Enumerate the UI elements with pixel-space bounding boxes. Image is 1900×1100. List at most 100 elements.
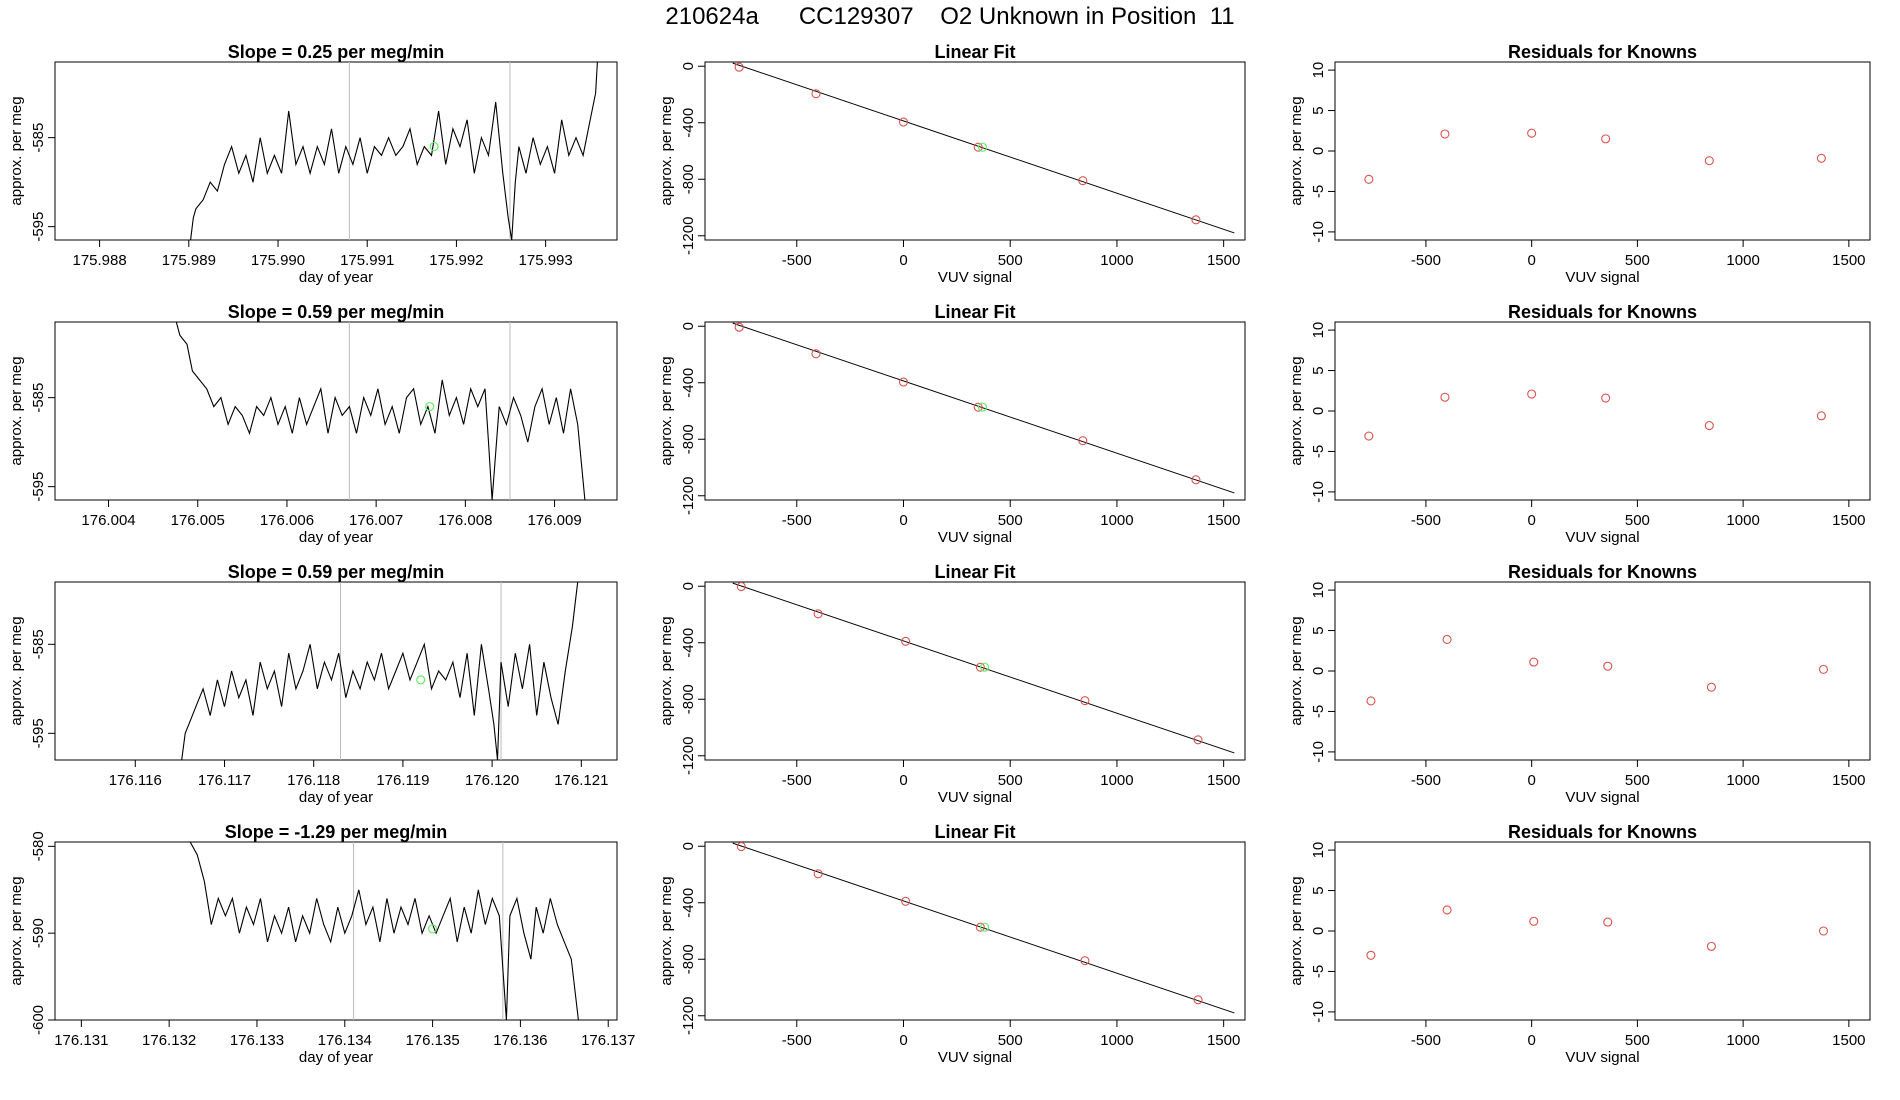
- timeseries-3-plot-area: [181, 582, 579, 760]
- unknown-sample-point: [977, 142, 988, 152]
- x-tick-label: 1500: [1832, 512, 1865, 529]
- known-standard-point: [1191, 215, 1201, 225]
- series-line: [55, 62, 598, 240]
- unknown-sample-point: [977, 402, 988, 412]
- fit-1-ylabel: approx. per meg: [658, 96, 675, 205]
- y-tick-label: -595: [30, 472, 47, 502]
- residual-point: [1601, 134, 1611, 144]
- fit-4-ylabel: approx. per meg: [658, 876, 675, 985]
- timeseries-4-panel: Slope = -1.29 per meg/min 176.131 176.132 1…: [8, 822, 635, 1066]
- residual-point: [1529, 657, 1539, 667]
- residuals-2-ylabel: approx. per meg: [1288, 356, 1305, 465]
- x-tick-label: 176.117: [198, 772, 251, 789]
- x-tick-label: 500: [1625, 252, 1650, 269]
- figure-title: 210624a CC129307 O2 Unknown in Position …: [665, 3, 1235, 30]
- y-tick-label: 0: [1310, 147, 1327, 155]
- timeseries-1-plot-area: [55, 62, 598, 240]
- residual-point: [1442, 634, 1452, 644]
- x-tick-label: 1000: [1100, 252, 1133, 269]
- residual-point: [1366, 696, 1376, 706]
- residuals-1-frame: [1334, 61, 1871, 241]
- known-standard-point: [898, 377, 909, 387]
- x-tick-label: 176.121: [554, 772, 608, 789]
- timeseries-1-frame: [54, 61, 618, 241]
- residual-point: [1364, 431, 1374, 441]
- x-tick-label: 175.993: [519, 252, 573, 269]
- y-tick-label: -595: [30, 718, 47, 748]
- y-tick-label: -10: [1310, 221, 1327, 243]
- x-tick-label: 176.005: [171, 512, 225, 529]
- series-line: [189, 842, 579, 1020]
- fit-2-frame: [704, 321, 1246, 501]
- residuals-4-frame: [1334, 841, 1871, 1021]
- fit-1-frame: [704, 61, 1246, 241]
- residuals-4-plot-area: [1366, 905, 1829, 960]
- y-tick-label: 0: [680, 582, 697, 590]
- x-tick-label: 0: [1527, 772, 1535, 789]
- timeseries-3-frame: [54, 581, 618, 761]
- x-tick-label: -500: [782, 1032, 812, 1049]
- timeseries-3-title: Slope = 0.59 per meg/min: [228, 562, 445, 582]
- x-tick-label: 176.007: [349, 512, 403, 529]
- residual-point: [1440, 129, 1450, 139]
- fit-line: [732, 842, 1235, 1014]
- x-tick-label: 176.006: [260, 512, 314, 529]
- unknown-marker-point: [425, 401, 435, 412]
- y-tick-label: -1200: [680, 737, 697, 775]
- x-tick-label: 176.135: [405, 1032, 459, 1049]
- x-tick-label: 176.004: [81, 512, 135, 529]
- x-tick-label: 500: [998, 512, 1023, 529]
- residual-point: [1818, 664, 1829, 674]
- known-standard-point: [1193, 995, 1203, 1005]
- x-tick-label: 176.009: [527, 512, 581, 529]
- x-tick-label: 1500: [1832, 252, 1865, 269]
- timeseries-4-ylabel: approx. per meg: [8, 876, 25, 985]
- known-standard-point: [811, 89, 821, 99]
- timeseries-2-frame: [54, 321, 618, 501]
- x-tick-label: 500: [998, 772, 1023, 789]
- known-standard-point: [901, 896, 911, 906]
- fit-3-panel: Linear Fit -500 0 500 1000 1500 VUV signal 0 -40…: [658, 562, 1246, 806]
- residuals-2-plot-area: [1364, 389, 1826, 441]
- y-tick-label: -585: [30, 123, 47, 153]
- timeseries-3-xlabel: day of year: [299, 789, 373, 806]
- x-tick-label: 176.131: [54, 1032, 108, 1049]
- x-tick-label: 0: [899, 512, 907, 529]
- known-standard-point: [1080, 956, 1090, 966]
- known-standard-point: [975, 662, 985, 672]
- residual-point: [1704, 421, 1714, 431]
- residuals-3-title: Residuals for Knowns: [1508, 562, 1697, 582]
- residuals-3-frame: [1334, 581, 1871, 761]
- y-tick-label: 5: [1310, 366, 1327, 374]
- residuals-3-ylabel: approx. per meg: [1288, 616, 1305, 725]
- known-standard-point: [736, 842, 746, 852]
- residuals-2-panel: Residuals for Knowns -500 0 500 1000 1500 VUV …: [1288, 302, 1871, 546]
- timeseries-4-title: Slope = -1.29 per meg/min: [225, 822, 448, 842]
- residual-point: [1816, 411, 1826, 421]
- fit-2-panel: Linear Fit -500 0 500 1000 1500 VUV signal 0 -40…: [658, 302, 1246, 546]
- timeseries-2-plot-area: [175, 322, 586, 500]
- y-tick-label: -590: [30, 918, 47, 948]
- residual-point: [1816, 153, 1826, 163]
- y-tick-label: -400: [680, 628, 697, 658]
- y-tick-label: -800: [680, 164, 697, 194]
- x-tick-label: 176.116: [109, 772, 162, 789]
- x-tick-label: 1000: [1726, 512, 1759, 529]
- x-tick-label: 0: [899, 1032, 907, 1049]
- unknown-marker-point: [429, 141, 439, 152]
- y-tick-label: -400: [680, 368, 697, 398]
- y-tick-label: -5: [1310, 965, 1327, 978]
- residual-point: [1704, 156, 1714, 166]
- residuals-2-title: Residuals for Knowns: [1508, 302, 1697, 322]
- fit-2-plot-area: [732, 322, 1235, 494]
- residuals-1-xlabel: VUV signal: [1565, 269, 1639, 286]
- x-tick-label: 176.137: [581, 1032, 635, 1049]
- y-tick-label: -595: [30, 212, 47, 242]
- known-standard-point: [1191, 475, 1201, 485]
- x-tick-label: 0: [899, 772, 907, 789]
- residuals-4-xlabel: VUV signal: [1565, 1049, 1639, 1066]
- known-standard-point: [734, 322, 744, 332]
- y-tick-label: 5: [1310, 106, 1327, 114]
- residual-point: [1601, 393, 1611, 403]
- x-tick-label: 1500: [1207, 512, 1240, 529]
